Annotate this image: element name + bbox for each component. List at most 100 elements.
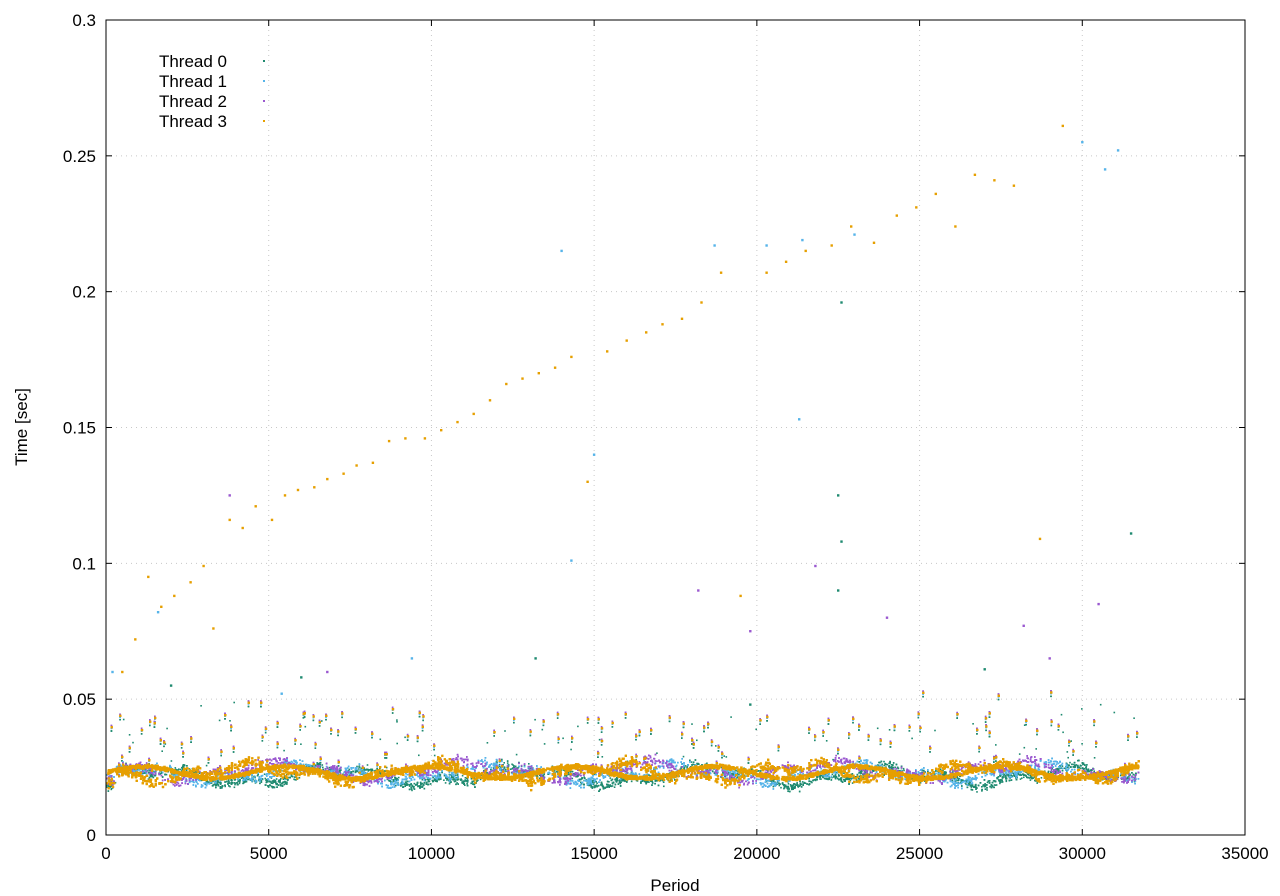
data-point [888, 765, 890, 767]
data-point [443, 774, 446, 777]
data-point [233, 779, 236, 781]
data-point [1027, 776, 1030, 779]
data-point [908, 730, 911, 732]
data-point [924, 780, 926, 782]
data-point [272, 782, 274, 785]
data-point [457, 783, 459, 785]
data-point [597, 722, 600, 724]
data-point [1133, 717, 1135, 719]
data-point [1099, 703, 1102, 706]
data-point [432, 776, 434, 779]
data-point [188, 771, 191, 773]
data-point [1021, 777, 1023, 779]
data-point [506, 760, 509, 762]
data-point [657, 784, 660, 787]
data-point [1035, 748, 1037, 750]
data-point [514, 765, 517, 768]
data-point [599, 788, 601, 791]
data-point [443, 779, 445, 781]
data-point [510, 768, 512, 770]
data-point [486, 742, 489, 744]
data-point [983, 785, 986, 788]
data-point [404, 785, 406, 787]
data-point [421, 778, 424, 781]
data-point [215, 786, 217, 789]
data-point [302, 717, 305, 719]
data-point [867, 739, 870, 741]
data-point [635, 738, 637, 741]
data-point [348, 768, 350, 771]
data-point [1060, 713, 1063, 716]
data-point [543, 743, 546, 745]
data-point [419, 781, 422, 784]
data-point [342, 773, 344, 776]
data-point [415, 784, 417, 786]
data-point [461, 774, 464, 777]
data-point [1011, 771, 1014, 773]
data-point [792, 788, 794, 790]
data-point [445, 776, 447, 779]
data-point [725, 756, 728, 758]
data-point [512, 767, 514, 769]
data-point [273, 781, 276, 783]
data-point [410, 786, 412, 789]
data-point [794, 787, 796, 789]
data-point [391, 776, 393, 778]
data-point [291, 775, 294, 778]
data-point [517, 766, 520, 769]
data-point [164, 743, 167, 745]
data-point [945, 771, 947, 774]
data-point [917, 716, 920, 719]
data-point [200, 705, 202, 707]
data-point [384, 770, 386, 772]
data-point [370, 770, 373, 773]
data-point [1059, 765, 1061, 767]
data-point [502, 764, 504, 766]
data-point [1081, 708, 1083, 710]
data-point [237, 780, 240, 782]
data-point [1093, 724, 1095, 727]
data-point [808, 783, 811, 785]
data-point [282, 778, 285, 780]
data-point [283, 783, 285, 786]
data-point [1070, 740, 1072, 742]
data-point [567, 773, 569, 775]
data-point [595, 780, 597, 783]
data-point [1066, 770, 1068, 772]
data-point [993, 784, 996, 786]
data-point [176, 769, 179, 771]
data-point [562, 737, 564, 740]
data-point [1002, 776, 1004, 778]
data-point [986, 789, 988, 791]
data-point [822, 776, 824, 779]
data-point [371, 736, 373, 739]
data-point [608, 785, 610, 787]
data-point [182, 766, 184, 768]
data-point [1036, 782, 1038, 784]
data-point [823, 777, 826, 780]
data-point [368, 769, 371, 771]
data-point [413, 782, 416, 785]
data-point [411, 789, 413, 792]
data-point [795, 783, 797, 786]
data-point [260, 780, 262, 782]
data-point [316, 762, 318, 764]
data-point [783, 784, 786, 786]
data-point [927, 770, 929, 773]
data-point [716, 773, 718, 775]
data-point [283, 749, 285, 752]
data-point [149, 724, 151, 727]
data-point [922, 695, 924, 698]
data-point [968, 783, 971, 786]
data-point [943, 772, 946, 775]
data-point [195, 771, 197, 773]
data-point [851, 782, 854, 784]
data-point [290, 775, 293, 777]
data-point [233, 782, 236, 784]
data-point [1005, 773, 1008, 776]
data-point [277, 784, 280, 786]
data-point [1077, 759, 1079, 762]
data-point [272, 781, 275, 783]
data-point [347, 772, 350, 774]
data-point [304, 725, 307, 728]
